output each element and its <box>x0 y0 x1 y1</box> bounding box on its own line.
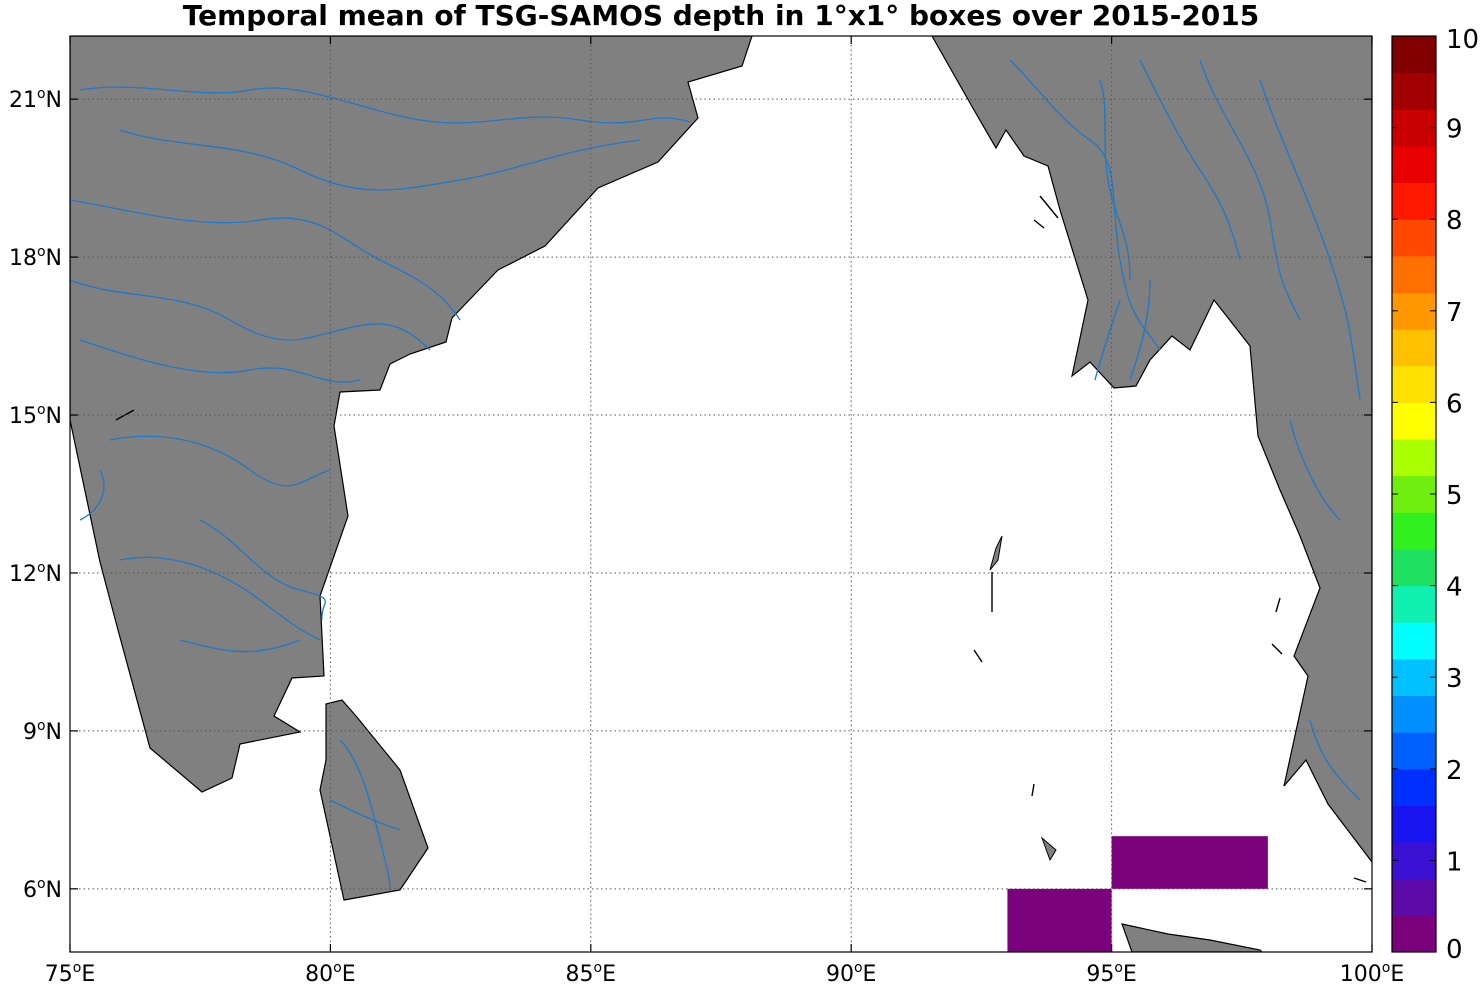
colorbar-segment-22 <box>1392 109 1436 147</box>
y-tick-label-9: 9oN <box>23 718 62 745</box>
colorbar-label-5: 5 <box>1446 481 1463 511</box>
colorbar-segment-8 <box>1392 622 1436 660</box>
x-tick-label-100: 100oE <box>1340 960 1404 984</box>
colorbar-segment-24 <box>1392 36 1436 74</box>
island-line-3 <box>1039 195 1059 219</box>
colorbar-label-8: 8 <box>1446 206 1463 236</box>
y-axis: 6oN 9oN 12oN 15oN 18oN 21oN <box>9 86 1372 903</box>
landmass-india <box>70 36 753 793</box>
colorbar-segment-23 <box>1392 72 1436 110</box>
colorbar-segment-19 <box>1392 219 1436 257</box>
colorbar-segment-2 <box>1392 842 1436 880</box>
y-tick-label-21: 21oN <box>9 86 62 113</box>
colorbar-segment-14 <box>1392 402 1436 440</box>
colorbar-segment-7 <box>1392 658 1436 697</box>
colorbar-segment-4 <box>1392 768 1436 806</box>
landmass-sumatra <box>1121 923 1263 952</box>
x-axis: 75oE 80oE 85oE 90oE 95oE 100oE <box>45 36 1404 984</box>
colorbar-segment-10 <box>1392 548 1436 587</box>
colorbar-segment-5 <box>1392 732 1436 770</box>
x-tick-label-95: 95oE <box>1086 960 1136 984</box>
gridlines <box>70 36 1372 952</box>
colorbar-label-6: 6 <box>1446 389 1463 419</box>
colorbar-segment-1 <box>1392 878 1436 916</box>
colorbar-label-1: 1 <box>1446 847 1463 877</box>
colorbar-segment-20 <box>1392 182 1436 220</box>
island-line-5 <box>1275 597 1281 613</box>
x-tick-label-90: 90oE <box>826 960 876 984</box>
landmass-myanmar <box>931 36 1372 863</box>
colorbar-segment-13 <box>1392 439 1436 477</box>
colorbar-label-10: 10 <box>1446 25 1479 55</box>
x-tick-label-75: 75oE <box>45 960 95 984</box>
y-tick-label-12: 12oN <box>9 560 62 587</box>
data-cell-0 <box>1007 888 1112 952</box>
colorbar-segment-18 <box>1392 255 1436 293</box>
island-line-6 <box>1271 643 1283 655</box>
colorbar-segment-16 <box>1392 329 1436 367</box>
map-title: Temporal mean of TSG-SAMOS depth in 1°x1… <box>182 0 1260 32</box>
colorbar-segment-0 <box>1392 915 1436 953</box>
colorbar-segment-6 <box>1392 695 1436 733</box>
island-line-7 <box>1353 877 1367 883</box>
x-tick-label-80: 80oE <box>305 960 355 984</box>
colorbar-segment-15 <box>1392 365 1436 403</box>
island-line-2 <box>1031 783 1035 797</box>
colorbar-segment-11 <box>1392 512 1436 550</box>
colorbar-segment-12 <box>1392 475 1436 513</box>
colorbar-segment-9 <box>1392 585 1436 623</box>
colorbar-label-4: 4 <box>1446 573 1463 603</box>
colorbar-label-9: 9 <box>1446 115 1463 145</box>
rivers <box>70 59 1361 891</box>
island-line-1 <box>973 649 983 663</box>
y-tick-label-6: 6oN <box>23 876 62 903</box>
data-cell-1 <box>1111 836 1268 889</box>
colorbar-segment-3 <box>1392 805 1436 843</box>
colorbar-label-2: 2 <box>1446 756 1463 786</box>
colorbar-segment-17 <box>1392 292 1436 330</box>
data-cells-layer <box>1007 836 1268 952</box>
y-tick-label-15: 15oN <box>9 402 62 429</box>
colorbar: 0 1 2 3 4 5 6 7 8 9 10 <box>1391 25 1479 965</box>
island-andaman <box>989 535 1003 571</box>
plot-frame <box>69 35 1373 953</box>
colorbar-label-0: 0 <box>1446 935 1463 965</box>
colorbar-label-3: 3 <box>1446 664 1463 694</box>
island-nicobar <box>1040 836 1057 862</box>
colorbar-segment-21 <box>1392 145 1436 184</box>
island-line-4 <box>1033 219 1045 229</box>
x-tick-label-85: 85oE <box>566 960 616 984</box>
colorbar-label-7: 7 <box>1446 298 1463 328</box>
landmass-sri-lanka <box>319 699 429 901</box>
y-tick-label-18: 18oN <box>9 244 62 271</box>
